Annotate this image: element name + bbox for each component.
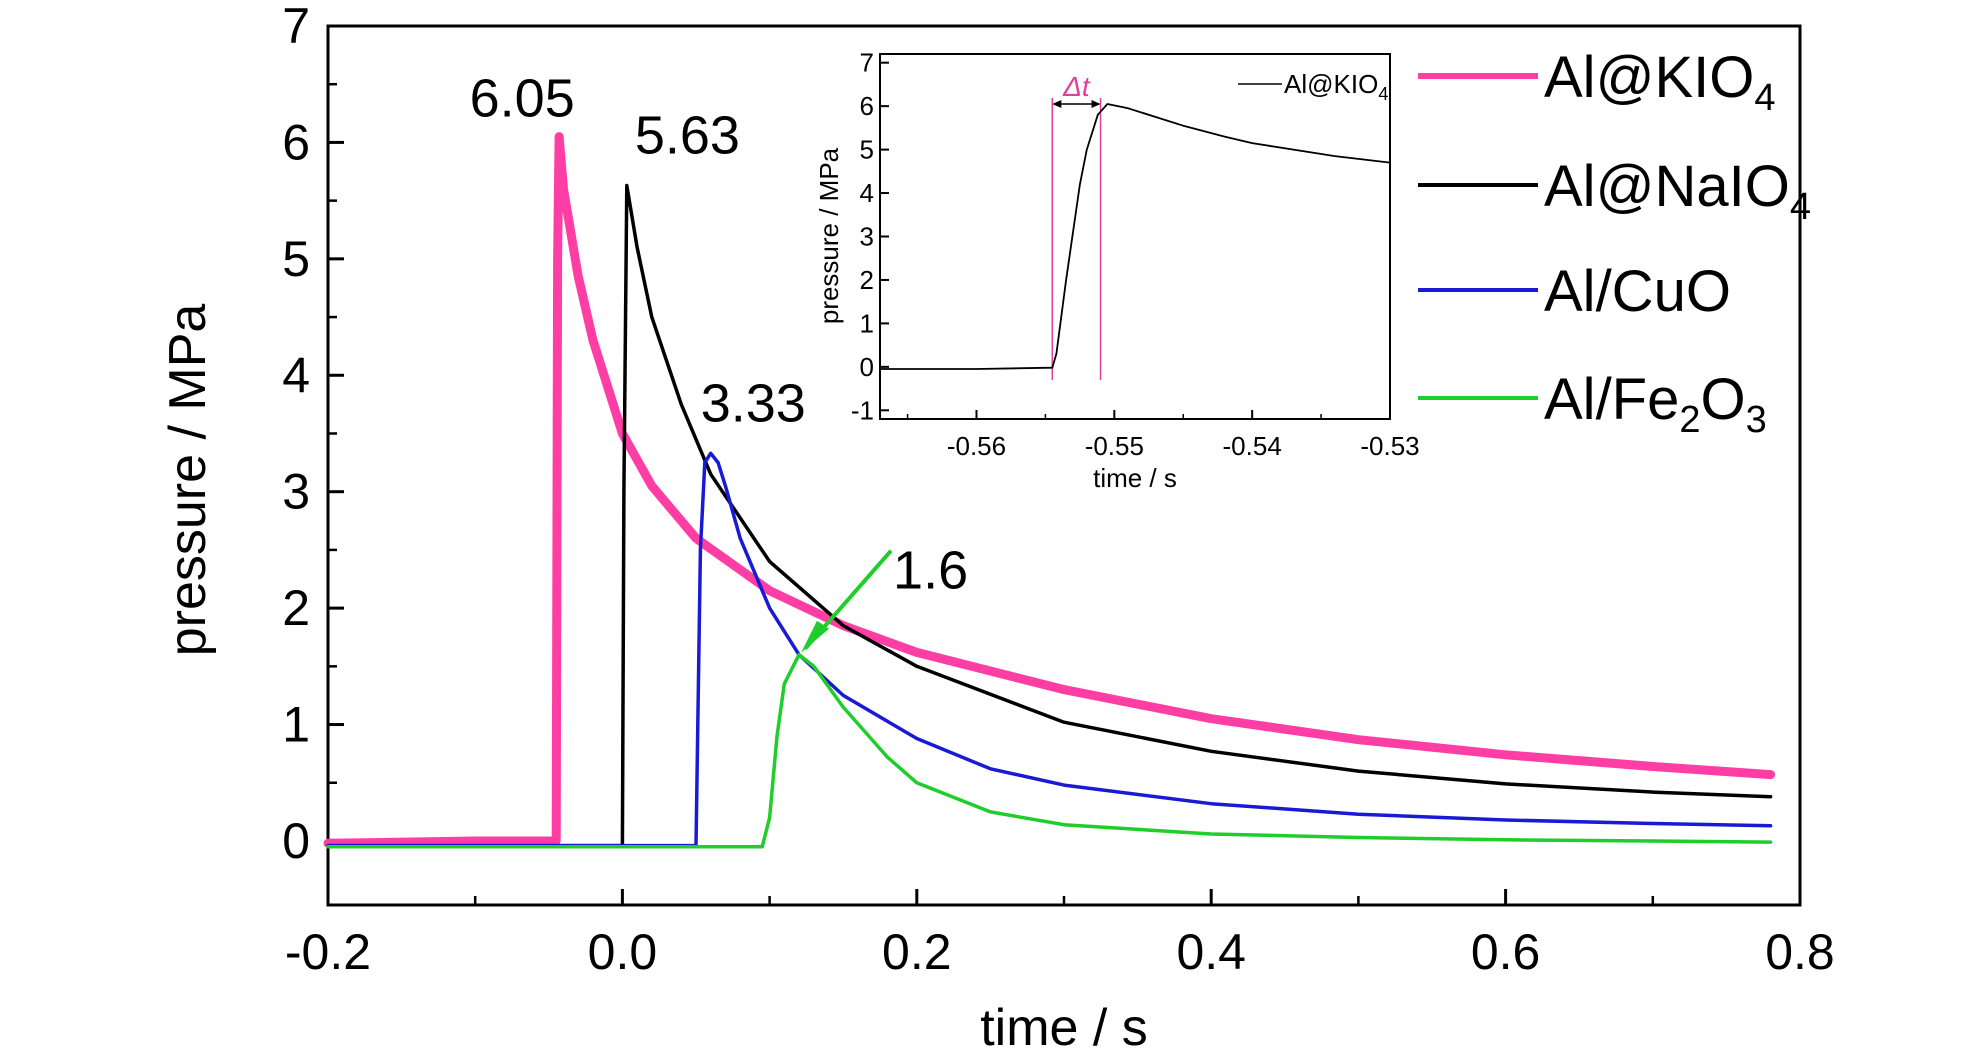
inset-y-tick-label: 0 [860, 352, 874, 382]
y-tick-label: 1 [282, 697, 310, 753]
y-tick-label: 0 [282, 813, 310, 869]
main-y-axis: 0 1 2 3 4 5 6 7 [282, 0, 344, 869]
main-x-axis: -0.2 0.0 0.2 0.4 0.6 0.8 [285, 889, 1835, 980]
peak-label-4: 1.6 [893, 541, 968, 601]
legend-label: Al/Fe2O3 [1544, 367, 1767, 441]
y-tick-label: 4 [282, 347, 310, 403]
inset-y-tick-label: 2 [860, 265, 874, 295]
inset-series-group [880, 103, 1391, 370]
y-tick-label: 7 [282, 0, 310, 54]
peak-label-2: 5.63 [635, 106, 740, 166]
delta-t-arrowhead-right [1091, 100, 1101, 108]
legend-label-main: Al/CuO [1544, 259, 1731, 324]
peak-label-3: 3.33 [701, 373, 806, 433]
inset-legend-main: Al@KIO [1284, 69, 1378, 99]
delta-t-arrowhead-left [1052, 100, 1062, 108]
inset-y-axis: -1 0 1 2 3 4 5 6 7 [851, 48, 889, 425]
y-tick-label: 3 [282, 464, 310, 520]
series-line-al-fe2o3 [326, 652, 1773, 849]
inset-y-tick-label: 3 [860, 222, 874, 252]
inset-delta-t-markers: Δt [1051, 71, 1102, 380]
inset-y-tick-label: -1 [851, 395, 874, 425]
inset-y-tick-label: 7 [860, 48, 874, 78]
legend-item-al-kio4: Al@KIO4 [1418, 45, 1776, 119]
inset-y-tick-label: 1 [860, 308, 874, 338]
x-tick-label: 0.4 [1176, 924, 1246, 980]
inset-x-tick-label: -0.54 [1223, 431, 1282, 461]
inset-chart: -0.56 -0.55 -0.54 -0.53 -1 0 1 2 3 4 5 6 7 Δt Al@KI… [814, 48, 1420, 493]
inset-x-tick-label: -0.55 [1085, 431, 1144, 461]
inset-x-tick-label: -0.53 [1360, 431, 1419, 461]
legend-label-subscript: 4 [1754, 77, 1775, 119]
inset-legend: Al@KIO4 [1238, 69, 1388, 104]
y-tick-label: 2 [282, 580, 310, 636]
y-tick-label: 6 [282, 114, 310, 170]
inset-legend-label: Al@KIO4 [1284, 69, 1388, 104]
legend-item-al-fe2o3: Al/Fe2O3 [1418, 367, 1767, 441]
inset-y-tick-label: 4 [860, 178, 874, 208]
legend-item-al-cuo: Al/CuO [1418, 259, 1731, 324]
main-x-axis-title: time / s [980, 999, 1148, 1057]
legend-label: Al@NaIO4 [1544, 154, 1811, 228]
x-tick-label: 0.0 [588, 924, 658, 980]
main-annotations: 6.05 5.63 3.33 1.6 [470, 69, 968, 653]
legend-label-subscript: 2 [1679, 399, 1700, 441]
legend-label-subscript: 4 [1790, 186, 1811, 228]
main-y-axis-title: pressure / MPa [159, 304, 217, 657]
inset-series-line-al-kio4 [880, 103, 1391, 370]
x-tick-label: 0.6 [1471, 924, 1541, 980]
peak-pointer-arrowhead [801, 620, 830, 653]
x-tick-label: -0.2 [285, 924, 371, 980]
delta-t-label: Δt [1062, 71, 1091, 102]
legend-label-main: Al@NaIO [1544, 154, 1790, 219]
series-line-al-naio4 [326, 183, 1773, 848]
legend-label-subscript: 3 [1746, 399, 1767, 441]
series-line-al-kio4 [323, 132, 1776, 848]
main-series-group [323, 132, 1776, 849]
inset-x-axis-title: time / s [1093, 463, 1177, 493]
legend-label: Al/CuO [1544, 259, 1731, 324]
legend-label-main: Al@KIO [1544, 45, 1754, 110]
inset-legend-subscript: 4 [1378, 84, 1388, 104]
inset-y-tick-label: 5 [860, 135, 874, 165]
legend-label-main: Al/Fe [1544, 367, 1679, 432]
x-tick-label: 0.8 [1765, 924, 1835, 980]
legend-item-al-naio4: Al@NaIO4 [1418, 154, 1811, 228]
legend-label-main: O [1701, 367, 1746, 432]
inset-y-tick-label: 6 [860, 91, 874, 121]
legend-label: Al@KIO4 [1544, 45, 1776, 119]
inset-plot-background [880, 54, 1390, 419]
y-tick-label: 5 [282, 231, 310, 287]
peak-label-1: 6.05 [470, 69, 575, 129]
inset-y-axis-title: pressure / MPa [814, 147, 844, 324]
inset-x-axis: -0.56 -0.55 -0.54 -0.53 [906, 410, 1420, 461]
main-chart: -0.2 0.0 0.2 0.4 0.6 0.8 0 1 2 3 4 5 6 7 6.05 5.63 3.3… [159, 0, 1835, 1057]
x-tick-label: 0.2 [882, 924, 952, 980]
inset-x-tick-label: -0.56 [947, 431, 1006, 461]
